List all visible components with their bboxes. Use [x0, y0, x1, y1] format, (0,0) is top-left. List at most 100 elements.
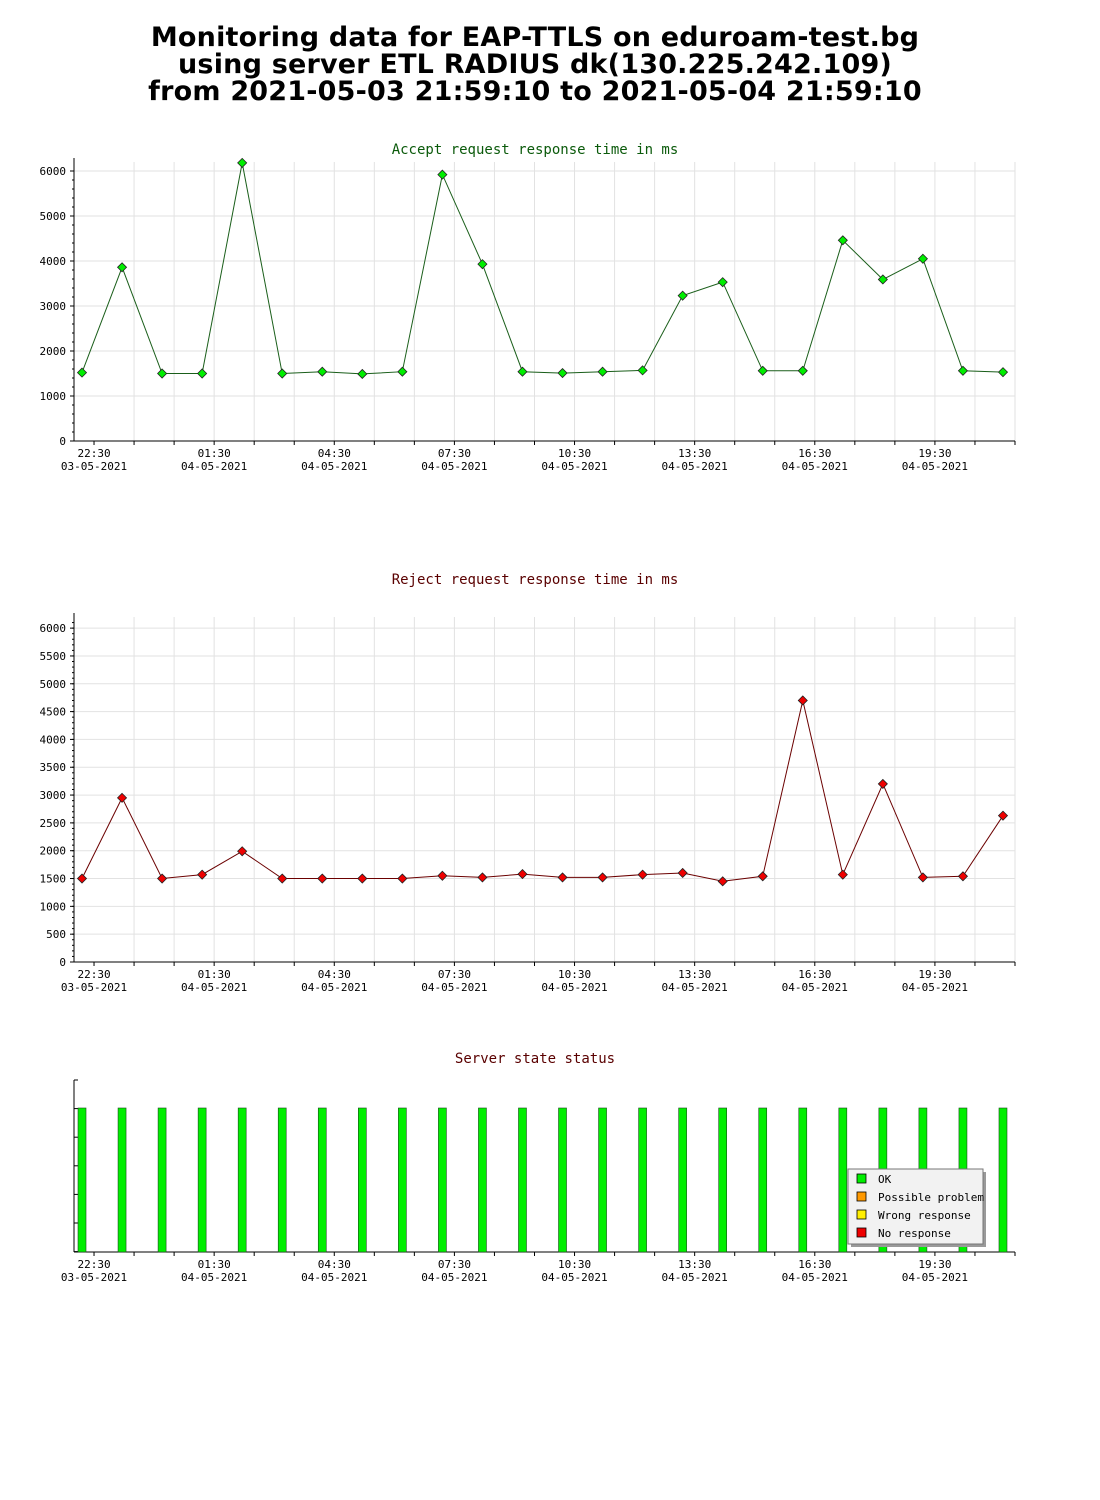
reject-chart-title: Reject request response time in ms: [392, 572, 679, 588]
accept-x-tick-time: 07:30: [438, 447, 471, 460]
reject-y-tick-label: 2500: [40, 817, 67, 830]
accept-y-tick-label: 4000: [40, 255, 67, 268]
accept-x-tick-date: 04-05-2021: [421, 460, 487, 473]
status-bar: [317, 1107, 327, 1253]
accept-data-point: [517, 366, 528, 377]
status-bar: [598, 1107, 607, 1253]
accept-data-point: [877, 274, 888, 285]
reject-y-tick-label: 6000: [40, 622, 67, 635]
status-bar: [117, 1107, 127, 1253]
reject-data-point: [997, 810, 1009, 821]
status-bar: [638, 1107, 647, 1253]
reject-data-point: [677, 867, 688, 879]
status-x-tick-date: 04-05-2021: [902, 1271, 968, 1284]
accept-x-tick-time: 16:30: [798, 447, 831, 460]
accept-data-point: [76, 367, 88, 378]
accept-data-point: [197, 368, 208, 379]
accept-series-line: [81, 162, 1004, 375]
reject-data-point: [797, 695, 808, 706]
status-bar: [838, 1107, 848, 1253]
reject-data-point: [197, 869, 208, 880]
reject-x-tick-time: 10:30: [558, 968, 591, 981]
legend-box: [847, 1168, 984, 1245]
status-bar: [277, 1107, 287, 1253]
accept-y-tick-label: 3000: [40, 300, 67, 313]
reject-y-tick-label: 1000: [40, 900, 67, 913]
accept-y-tick-label: 2000: [40, 345, 67, 358]
accept-data-point: [917, 253, 928, 264]
reject-series-line: [81, 700, 1004, 882]
status-bar: [358, 1107, 367, 1253]
reject-data-point: [557, 872, 568, 883]
legend-label: Possible problem: [878, 1191, 984, 1204]
accept-data-point: [116, 262, 128, 273]
status-x-tick-time: 04:30: [318, 1258, 351, 1271]
status-bar: [438, 1107, 447, 1253]
accept-data-point: [837, 235, 848, 246]
legend-label: Wrong response: [878, 1209, 971, 1222]
accept-x-tick-time: 04:30: [318, 447, 351, 460]
status-bar: [518, 1107, 527, 1253]
accept-data-point: [357, 368, 368, 380]
reject-data-point: [237, 846, 248, 857]
accept-data-point: [437, 169, 448, 180]
reject-x-tick-time: 19:30: [918, 968, 951, 981]
status-bar: [77, 1107, 87, 1253]
accept-x-tick-time: 13:30: [678, 447, 711, 460]
status-bar: [758, 1107, 768, 1253]
reject-x-tick-date: 04-05-2021: [181, 981, 247, 994]
reject-x-tick-time: 01:30: [198, 968, 231, 981]
status-bar: [478, 1107, 487, 1253]
status-x-tick-date: 04-05-2021: [301, 1271, 367, 1284]
status-x-tick-date: 03-05-2021: [61, 1271, 127, 1284]
accept-x-tick-date: 04-05-2021: [782, 460, 848, 473]
reject-data-point: [277, 873, 288, 884]
reject-data-point: [517, 869, 528, 880]
legend-swatch: [856, 1209, 867, 1220]
reject-y-tick-label: 4500: [40, 706, 67, 719]
accept-x-tick-time: 22:30: [77, 447, 110, 460]
status-x-tick-time: 22:30: [77, 1258, 110, 1271]
status-bar: [237, 1107, 247, 1253]
accept-data-point: [797, 365, 808, 376]
accept-data-point: [557, 367, 568, 379]
accept-x-tick-date: 04-05-2021: [662, 460, 728, 473]
accept-data-point: [757, 365, 768, 376]
accept-y-tick-label: 1000: [40, 390, 67, 403]
status-bar: [558, 1107, 567, 1253]
reject-x-tick-date: 04-05-2021: [301, 981, 367, 994]
accept-data-point: [717, 277, 728, 288]
legend-swatch: [856, 1191, 867, 1202]
accept-data-point: [317, 366, 328, 377]
status-bar: [718, 1107, 727, 1253]
accept-x-tick-time: 10:30: [558, 447, 591, 460]
reject-y-tick-label: 4000: [40, 733, 67, 746]
reject-data-point: [597, 872, 608, 883]
accept-x-tick-date: 04-05-2021: [541, 460, 607, 473]
status-bar: [798, 1107, 808, 1253]
status-x-tick-date: 04-05-2021: [782, 1271, 848, 1284]
reject-data-point: [116, 792, 128, 803]
reject-x-tick-date: 04-05-2021: [541, 981, 607, 994]
reject-data-point: [357, 873, 368, 884]
status-chart-title: Server state status: [455, 1051, 615, 1067]
accept-data-point: [277, 368, 288, 379]
status-x-tick-date: 04-05-2021: [662, 1271, 728, 1284]
accept-x-tick-date: 04-05-2021: [181, 460, 247, 473]
reject-data-point: [717, 876, 728, 887]
reject-data-point: [637, 869, 648, 880]
reject-y-tick-label: 500: [46, 928, 66, 941]
reject-y-tick-label: 0: [59, 956, 66, 969]
status-bar: [197, 1107, 207, 1253]
accept-data-point: [637, 365, 648, 376]
accept-x-tick-time: 19:30: [918, 447, 951, 460]
accept-y-tick-label: 0: [59, 435, 66, 448]
reject-x-tick-time: 13:30: [678, 968, 711, 981]
reject-data-point: [877, 778, 888, 790]
status-bar: [998, 1107, 1008, 1253]
reject-data-point: [957, 871, 969, 882]
reject-data-point: [437, 870, 448, 881]
accept-y-tick-label: 6000: [40, 165, 67, 178]
accept-data-point: [157, 368, 168, 379]
